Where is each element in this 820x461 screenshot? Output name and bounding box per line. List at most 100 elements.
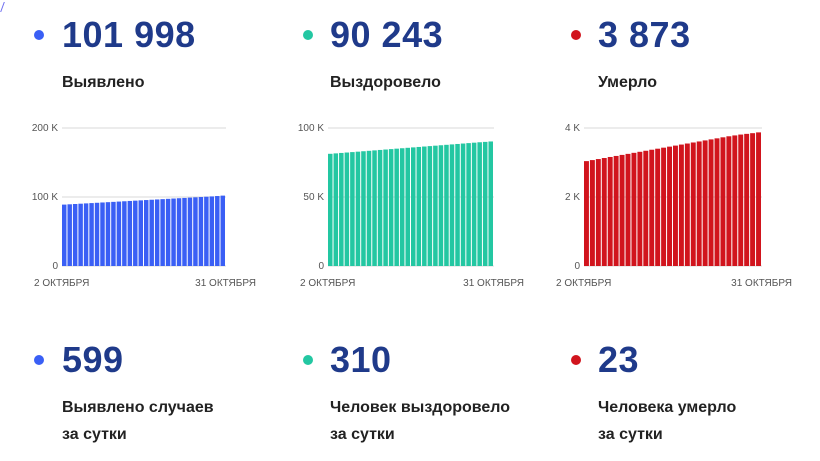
bar	[144, 200, 149, 266]
bar	[726, 136, 732, 266]
bar	[62, 204, 67, 266]
x-start-label: 2 ОКТЯБРЯ	[300, 278, 355, 289]
y-tick-label: 100 K	[298, 123, 324, 134]
bar	[416, 146, 422, 266]
bar	[631, 152, 637, 266]
deaths-dot	[571, 30, 581, 40]
bar	[193, 197, 198, 266]
bar	[350, 152, 355, 266]
bar	[187, 197, 193, 266]
deaths-chart: 0 2 K 4 K 2 ОКТЯБРЯ 31 ОКТЯБРЯ	[556, 123, 792, 289]
bar	[105, 202, 111, 266]
bar	[427, 146, 433, 266]
bar	[154, 199, 160, 266]
bar	[220, 195, 225, 266]
bar	[94, 202, 100, 266]
y-tick-label: 0	[574, 261, 580, 272]
bar	[607, 156, 613, 266]
bar	[460, 143, 466, 266]
recovered-daily-label-2: за сутки	[330, 426, 395, 443]
bar	[738, 134, 744, 266]
bar	[678, 144, 684, 266]
recovered-daily-label-1: Человек выздоровело	[330, 399, 511, 416]
y-tick-label: 0	[52, 261, 58, 272]
recovered-label: Выздоровело	[330, 74, 441, 91]
bar	[339, 152, 344, 266]
recovered-chart: 0 50 K 100 K 2 ОКТЯБРЯ 31 ОКТЯБРЯ	[298, 123, 524, 289]
y-tick-label: 0	[318, 261, 324, 272]
bar	[100, 202, 105, 266]
recovered-daily-dot	[303, 355, 313, 365]
bar	[355, 151, 361, 266]
recovered-dot	[303, 30, 313, 40]
bar	[160, 199, 165, 266]
bar	[383, 149, 388, 266]
bar	[595, 159, 601, 266]
bar	[182, 197, 187, 266]
bar	[433, 145, 438, 266]
detected-label: Выявлено	[62, 74, 145, 91]
bar	[422, 146, 427, 266]
detected-chart: 0 100 K 200 K 2 ОКТЯБРЯ 31 ОКТЯБРЯ	[32, 123, 256, 289]
bar	[89, 203, 94, 266]
recovered-daily-value: 310	[330, 339, 392, 380]
bar	[122, 201, 127, 266]
detected-total: 101 998	[62, 14, 196, 55]
deaths-daily-label-2: за сутки	[598, 426, 663, 443]
bar	[333, 153, 339, 266]
bar	[394, 148, 399, 266]
bar	[655, 148, 661, 266]
bar	[149, 199, 154, 266]
bar	[344, 152, 350, 266]
bar	[750, 133, 756, 266]
y-tick-label: 50 K	[303, 192, 324, 203]
bar	[444, 144, 449, 266]
bar	[667, 146, 672, 266]
bar	[204, 196, 209, 266]
bar	[649, 149, 655, 266]
recovered-total: 90 243	[330, 14, 444, 55]
bar	[613, 155, 619, 266]
deaths-daily-label-1: Человека умерло	[598, 399, 737, 416]
x-start-label: 2 ОКТЯБРЯ	[556, 278, 611, 289]
bar	[589, 160, 595, 266]
bar	[696, 141, 702, 266]
bar	[601, 158, 607, 266]
bar	[438, 145, 444, 266]
bar	[366, 150, 372, 266]
detected-dot	[34, 30, 44, 40]
bar	[625, 153, 631, 266]
deaths-daily-value: 23	[598, 339, 640, 380]
bar	[673, 145, 678, 266]
bar	[661, 147, 667, 266]
bar	[471, 142, 477, 266]
bar	[111, 201, 116, 266]
bar	[388, 149, 394, 266]
bar	[477, 142, 482, 266]
corner-mark	[0, 2, 9, 12]
y-tick-label: 2 K	[565, 192, 580, 203]
bar	[732, 135, 738, 266]
bar	[455, 143, 460, 266]
detected-daily-label-1: Выявлено случаев	[62, 399, 214, 416]
y-tick-label: 200 K	[32, 123, 58, 134]
bar	[328, 153, 333, 266]
deaths-daily-dot	[571, 355, 581, 365]
bar	[708, 139, 714, 266]
bar	[584, 161, 589, 266]
bar	[411, 147, 416, 266]
x-start-label: 2 ОКТЯБРЯ	[34, 278, 89, 289]
bar	[643, 150, 649, 266]
bar	[67, 204, 72, 266]
bar	[165, 198, 171, 266]
bar	[449, 144, 455, 266]
bar	[399, 148, 405, 266]
bar	[690, 142, 696, 266]
y-tick-label: 4 K	[565, 123, 580, 134]
bar	[198, 197, 204, 266]
bar	[482, 141, 488, 266]
bar	[702, 140, 708, 266]
bar	[637, 151, 643, 266]
bar	[619, 154, 625, 266]
bar	[171, 198, 176, 266]
